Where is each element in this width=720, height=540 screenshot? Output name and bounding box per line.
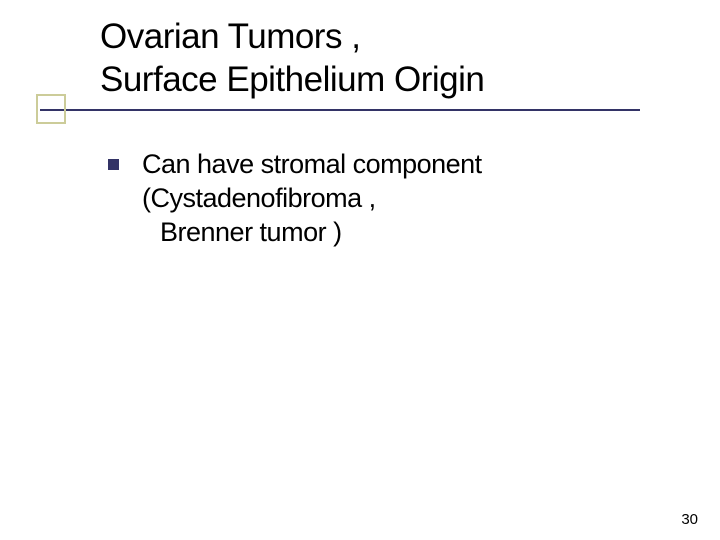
title-block: Ovarian Tumors , Surface Epithelium Orig… — [100, 16, 660, 101]
bullet-icon — [108, 159, 119, 170]
bullet-item: Can have stromal component (Cystadenofib… — [108, 148, 608, 249]
title-line-1: Ovarian Tumors , — [100, 17, 360, 56]
title-decorative-square — [36, 94, 66, 124]
title-underline — [40, 109, 640, 111]
body-line-3: Brenner tumor ) — [160, 216, 482, 250]
title-line-2: Surface Epithelium Origin — [100, 60, 484, 99]
body-text: Can have stromal component (Cystadenofib… — [142, 148, 482, 249]
body-line-2: (Cystadenofibroma , — [142, 183, 376, 213]
body-line-1: Can have stromal component — [142, 149, 482, 179]
slide-title: Ovarian Tumors , Surface Epithelium Orig… — [100, 16, 660, 101]
page-number: 30 — [681, 511, 698, 528]
content-block: Can have stromal component (Cystadenofib… — [108, 148, 608, 249]
